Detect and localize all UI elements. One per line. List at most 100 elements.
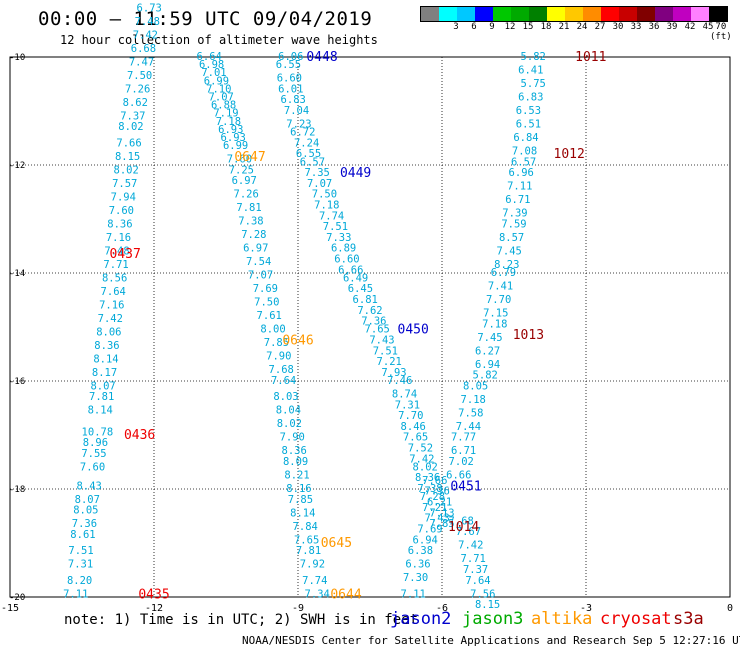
wave-height-point: 6.66 xyxy=(338,264,363,276)
wave-height-point: 8.14 xyxy=(290,507,315,519)
wave-height-point: 7.66 xyxy=(116,137,141,149)
wave-height-point: 7.45 xyxy=(477,332,502,344)
wave-height-point: 6.55 xyxy=(276,59,301,71)
wave-height-point: 8.46 xyxy=(401,421,426,433)
colorbar-tick-label: 42 xyxy=(684,22,696,32)
wave-height-point: 7.30 xyxy=(403,572,428,584)
plot-frame xyxy=(9,56,731,598)
colorbar-swatch xyxy=(583,7,601,21)
wave-height-point: 7.54 xyxy=(246,256,271,268)
wave-height-point: 6.57 xyxy=(511,156,536,168)
wave-height-point: 6.83 xyxy=(518,92,543,104)
wave-height-point: 6.97 xyxy=(243,243,268,255)
colorbar-tick-label: 36 xyxy=(648,22,660,32)
wave-height-point: 6.79 xyxy=(491,267,516,279)
wave-height-point: 6.99 xyxy=(204,75,229,87)
wave-height-point: 6.94 xyxy=(413,534,438,546)
y-tick-label: -14 xyxy=(9,269,25,279)
wave-height-point: 7.18 xyxy=(314,200,339,212)
wave-height-point: 6.41 xyxy=(518,65,543,77)
wave-height-point: 5.82 xyxy=(473,370,498,382)
wave-height-point: 7.77 xyxy=(451,432,476,444)
pass-label: 0646 xyxy=(282,334,313,349)
wave-height-point: 7.43 xyxy=(369,335,394,347)
wave-height-point: 7.51 xyxy=(323,221,348,233)
wave-height-point: 7.90 xyxy=(280,432,305,444)
wave-height-point: 6.81 xyxy=(353,294,378,306)
wave-height-point: 6.49 xyxy=(343,272,368,284)
colorbar-tick-label: 18 xyxy=(540,22,552,32)
wave-height-point: 7.48 xyxy=(104,245,129,257)
wave-height-point: 7.43 xyxy=(425,513,450,525)
wave-height-point: 6.27 xyxy=(475,345,500,357)
colorbar-swatch xyxy=(439,7,457,21)
wave-height-point: 7.45 xyxy=(497,245,522,257)
wave-height-point: 7.21 xyxy=(377,356,402,368)
wave-height-point: 6.21 xyxy=(427,497,452,509)
pass-label: 0449 xyxy=(340,166,371,181)
wave-height-point: 7.23 xyxy=(286,119,311,131)
wave-height-point: 7.93 xyxy=(381,367,406,379)
wave-height-point: 7.74 xyxy=(302,575,327,587)
wave-height-point: 7.42 xyxy=(409,453,434,465)
colorbar-swatch xyxy=(475,7,493,21)
wave-height-point: 8.02 xyxy=(118,121,143,133)
wave-height-point: 7.37 xyxy=(120,110,145,122)
wave-height-point: 7.21 xyxy=(422,502,447,514)
wave-height-point: 8.05 xyxy=(463,380,488,392)
pass-label: 1011 xyxy=(575,50,606,65)
wave-height-point: 7.11 xyxy=(401,588,426,600)
wave-height-point: 8.00 xyxy=(260,324,285,336)
wave-height-point: 7.24 xyxy=(294,137,319,149)
wave-height-point: 8.17 xyxy=(92,367,117,379)
wave-height-point: 7.08 xyxy=(512,146,537,158)
wave-height-point: 7.60 xyxy=(227,154,252,166)
wave-height-point: 7.26 xyxy=(125,83,150,95)
wave-height-point: 8.36 xyxy=(282,445,307,457)
colorbar-swatch xyxy=(457,7,475,21)
wave-height-point: 8.02 xyxy=(413,461,438,473)
wave-height-point: 8.03 xyxy=(273,391,298,403)
colorbar-tick-label: 24 xyxy=(576,22,588,32)
wave-height-point: 8.61 xyxy=(70,529,95,541)
wave-height-point: 6.83 xyxy=(281,94,306,106)
wave-height-point: 6.97 xyxy=(232,175,257,187)
wave-height-point: 7.07 xyxy=(209,92,234,104)
wave-height-point: 7.60 xyxy=(109,205,134,217)
wave-height-point: 7.81 xyxy=(236,202,261,214)
wave-height-point: 7.18 xyxy=(461,394,486,406)
wave-height-point: 7.13 xyxy=(429,507,454,519)
colorbar-tick-label: 21 xyxy=(558,22,570,32)
pass-label: 1013 xyxy=(513,328,544,343)
wave-height-point: 6.36 xyxy=(405,559,430,571)
wave-height-point: 7.67 xyxy=(456,526,481,538)
wave-height-point: 7.18 xyxy=(216,116,241,128)
x-tick-label: -12 xyxy=(145,603,163,614)
wave-height-point: 6.99 xyxy=(223,140,248,152)
wave-height-point: 8.14 xyxy=(88,405,113,417)
colorbar-tick-label: 3 xyxy=(453,22,459,32)
legend-jason3: jason3 xyxy=(462,609,524,629)
wave-height-point: 7.70 xyxy=(486,294,511,306)
wave-height-point: 6.96 xyxy=(509,167,534,179)
wave-height-point: 7.35 xyxy=(305,167,330,179)
colorbar-tick-label: 12 xyxy=(504,22,516,32)
wave-height-point: 8.02 xyxy=(277,418,302,430)
wave-height-point: 7.36 xyxy=(361,316,386,328)
colorbar-swatch xyxy=(547,7,565,21)
wave-height-point: 7.71 xyxy=(461,553,486,565)
wave-height-point: 7.70 xyxy=(398,410,423,422)
x-tick-label: -6 xyxy=(436,603,448,614)
wave-height-point: 6.72 xyxy=(290,127,315,139)
wave-height-point: 8.06 xyxy=(96,326,121,338)
chart-note: note: 1) Time is in UTC; 2) SWH is in fe… xyxy=(64,612,419,628)
wave-height-point: 7.65 xyxy=(403,432,428,444)
wave-height-colorbar xyxy=(420,6,728,22)
colorbar-tick-label: 6 xyxy=(471,22,477,32)
x-tick-label: 0 xyxy=(727,603,733,614)
wave-height-point: 7.52 xyxy=(408,443,433,455)
colorbar-swatch xyxy=(691,7,709,21)
wave-height-point: 8.07 xyxy=(90,380,115,392)
wave-height-point: 7.31 xyxy=(395,399,420,411)
wave-height-point: 7.11 xyxy=(507,181,532,193)
